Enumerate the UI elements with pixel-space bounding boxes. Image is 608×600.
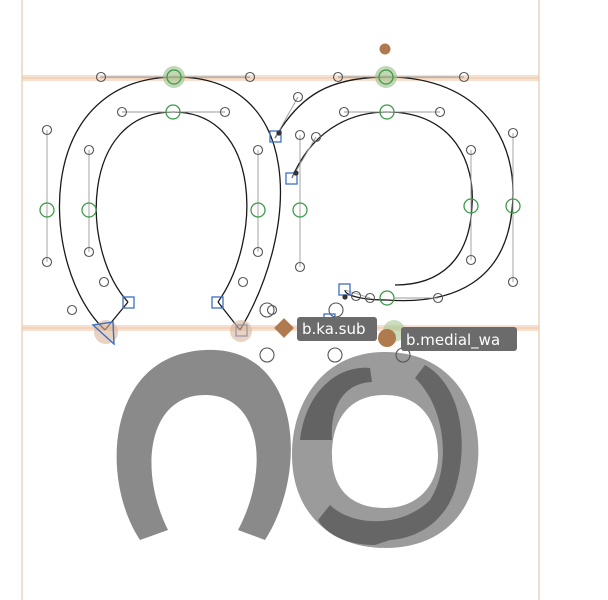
offcurve-point[interactable] <box>237 276 249 288</box>
smooth-node[interactable] <box>250 202 266 218</box>
smooth-node[interactable] <box>81 202 97 218</box>
offcurve-point[interactable] <box>252 246 264 258</box>
selected-smooth-node[interactable] <box>166 69 182 85</box>
smooth-node[interactable] <box>165 104 181 120</box>
preview-overlap-stroke <box>300 367 372 440</box>
offcurve-point[interactable] <box>83 144 95 156</box>
offcurve-point[interactable] <box>41 124 53 136</box>
anchor-label-bg <box>297 317 377 341</box>
smooth-node[interactable] <box>39 202 55 218</box>
corner-nodes[interactable] <box>122 130 351 337</box>
baseline-node-halo <box>230 320 252 342</box>
corner-node[interactable] <box>269 130 282 143</box>
corner-node[interactable] <box>122 296 135 309</box>
offcurve-point[interactable] <box>507 276 519 288</box>
corner-node[interactable] <box>285 172 298 185</box>
glyph-preview <box>116 349 479 548</box>
offcurve-point[interactable] <box>310 131 322 143</box>
selected-smooth-nodes[interactable] <box>163 66 397 88</box>
selected-smooth-node[interactable] <box>378 69 394 85</box>
anchor-medial-wa[interactable]: b.medial_wa <box>378 327 517 351</box>
smooth-node[interactable] <box>292 202 308 218</box>
anchor-point[interactable] <box>378 329 396 347</box>
offcurve-point[interactable] <box>465 254 477 266</box>
left-inner-contour[interactable] <box>95 111 248 303</box>
start-node[interactable] <box>91 320 118 346</box>
offcurve-point[interactable] <box>266 304 278 316</box>
offcurve-point[interactable] <box>458 71 470 83</box>
glyph-outlines[interactable] <box>58 76 514 331</box>
offcurve-point[interactable] <box>116 106 128 118</box>
offcurve-point[interactable] <box>434 106 446 118</box>
offcurve-point[interactable] <box>244 71 256 83</box>
right-inner-contour[interactable] <box>291 111 473 286</box>
offcurve-point[interactable] <box>364 292 376 304</box>
anchor-point-top[interactable] <box>379 43 391 55</box>
smooth-node[interactable] <box>463 198 479 214</box>
smooth-node[interactable] <box>505 198 521 214</box>
offcurve-point[interactable] <box>83 246 95 258</box>
offcurve-point[interactable] <box>259 302 275 318</box>
start-node-halo <box>94 320 118 344</box>
anchor-label: b.ka.sub <box>302 320 366 338</box>
offcurve-point[interactable] <box>465 144 477 156</box>
offcurve-point[interactable] <box>252 144 264 156</box>
offcurve-point[interactable] <box>259 347 275 363</box>
smooth-node[interactable] <box>379 290 395 306</box>
offcurve-point[interactable] <box>294 129 306 141</box>
selected-node-halo <box>163 66 185 88</box>
offcurve-point[interactable] <box>327 347 343 363</box>
anchor-top[interactable] <box>379 43 391 55</box>
offcurve-point[interactable] <box>98 276 110 288</box>
selected-node-halo <box>375 66 397 88</box>
preview-right-tail <box>318 365 462 545</box>
offcurve-point[interactable] <box>507 127 519 139</box>
offcurve-points[interactable] <box>41 71 519 363</box>
anchor-diamond[interactable] <box>274 318 294 338</box>
tangent-dots <box>276 130 348 300</box>
offcurve-point[interactable] <box>338 106 350 118</box>
anchor-label-bg <box>401 327 517 351</box>
start-node-triangle[interactable] <box>91 321 115 346</box>
corner-node[interactable] <box>338 283 351 296</box>
corner-node[interactable] <box>211 296 224 309</box>
offcurve-point[interactable] <box>350 290 362 302</box>
offcurve-point[interactable] <box>432 292 444 304</box>
offcurve-point[interactable] <box>219 106 231 118</box>
offcurve-point[interactable] <box>292 91 304 103</box>
offcurve-point[interactable] <box>328 302 344 318</box>
offcurve-point[interactable] <box>332 71 344 83</box>
anchor-ka-sub[interactable]: b.ka.sub <box>274 317 377 341</box>
smooth-node[interactable] <box>379 104 395 120</box>
handle-lines <box>46 76 514 299</box>
smooth-nodes[interactable] <box>39 104 521 306</box>
anchor-label: b.medial_wa <box>406 331 500 350</box>
preview-left-arch <box>116 349 291 540</box>
offcurve-point[interactable] <box>66 304 78 316</box>
offcurve-point[interactable] <box>41 256 53 268</box>
offcurve-point[interactable] <box>95 71 107 83</box>
offcurve-point[interactable] <box>294 261 306 273</box>
